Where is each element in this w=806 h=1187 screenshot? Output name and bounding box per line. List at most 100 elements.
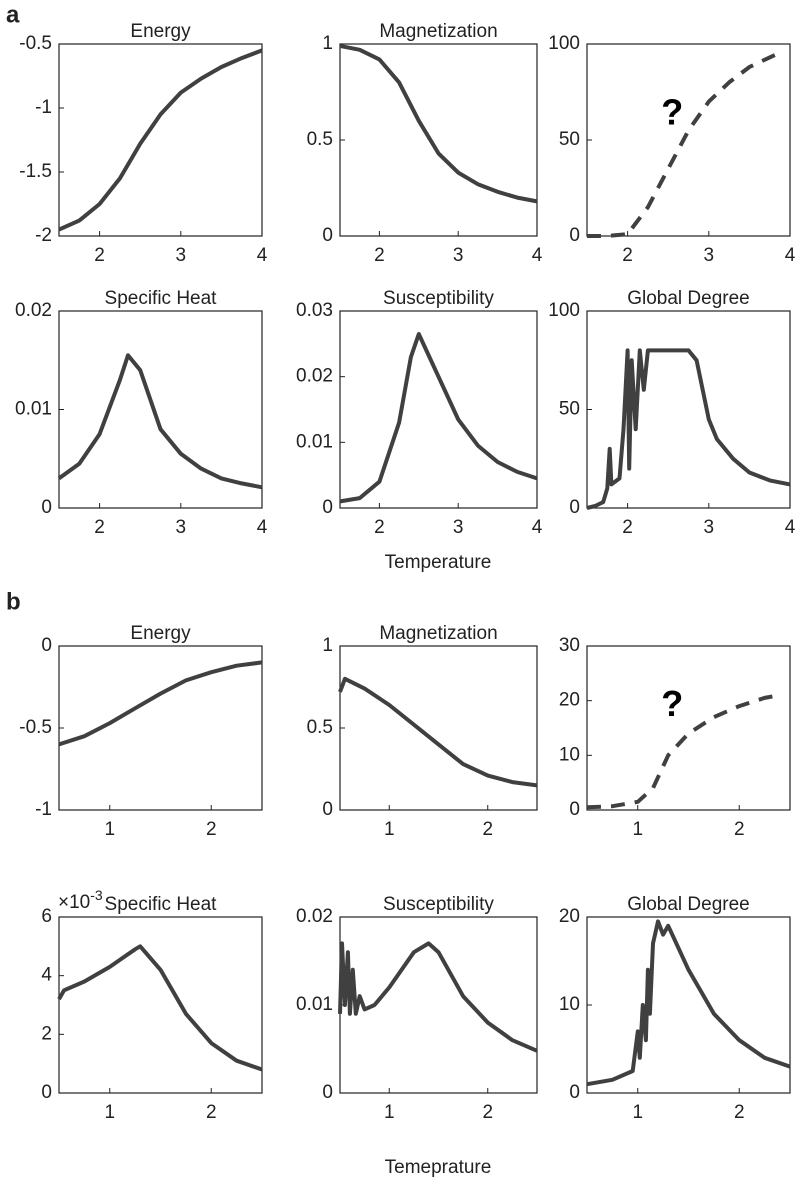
x-tick-label: 4 [532,245,543,266]
x-tick-label: 4 [257,517,268,538]
y-tick-label: -1.5 [19,161,52,182]
data-line [586,348,791,510]
x-tick-label: 2 [94,245,105,266]
x-tick-label: 1 [384,1102,395,1123]
x-tick-label: 3 [453,245,464,266]
x-tick-label: 1 [104,819,115,840]
annotation: ? [661,92,683,133]
y-tick-label: 30 [559,635,580,656]
y-tick-label: 0.03 [296,300,333,321]
y-tick-label: 0.02 [15,300,52,321]
y-tick-label: 50 [559,399,580,420]
y-tick-label: 10 [559,994,580,1015]
y-tick-label: -0.5 [19,717,52,738]
x-tick-label: 2 [482,1102,493,1123]
axes-frame [339,916,538,1094]
axes-frame [586,645,791,811]
data-line [338,676,538,788]
x-tick-label: 2 [206,1102,217,1123]
chart-title: Energy [130,623,191,644]
y-tick-label: 50 [559,129,580,150]
x-tick-label: 2 [622,517,633,538]
y-tick-label: 0 [41,635,52,656]
y-tick-label: 0.01 [296,431,333,452]
y-tick-label: 0 [41,1082,52,1103]
x-tick-label: 3 [176,517,187,538]
chart-title: Energy [130,21,191,42]
data-line [57,944,263,1072]
y-tick-label: 100 [548,300,580,321]
y-tick-label: 0 [322,799,333,820]
y-multiplier-exponent: -3 [90,887,103,903]
axes-frame [58,645,263,811]
x-tick-label: 4 [785,517,796,538]
y-tick-label: 2 [41,1023,52,1044]
y-tick-label: -1 [35,97,52,118]
x-tick-label: 1 [632,819,643,840]
y-tick-label: 0.02 [296,906,333,927]
y-tick-label: 0 [322,1082,333,1103]
axes-frame [339,645,538,811]
y-tick-label: 20 [559,690,580,711]
x-axis-label: Temeprature [385,1157,492,1178]
chart-title: Magnetization [379,21,497,42]
y-tick-label: 0 [569,799,580,820]
y-tick-label: 4 [41,965,52,986]
y-tick-label: -1 [35,799,52,820]
axes-frame [586,916,791,1094]
y-multiplier: ×10-3 [58,887,103,913]
x-tick-label: 2 [374,245,385,266]
panel-label: b [6,588,21,615]
y-tick-label: 0.02 [296,366,333,387]
data-line [58,48,263,232]
y-tick-label: 0.01 [296,994,333,1015]
y-tick-label: 0.01 [15,399,52,420]
x-tick-label: 1 [632,1102,643,1123]
x-tick-label: 1 [104,1102,115,1123]
axes-frame [58,43,263,237]
x-tick-label: 3 [704,245,715,266]
chart-title: Specific Heat [105,288,218,309]
axes-frame [58,916,263,1094]
x-tick-label: 2 [374,517,385,538]
x-tick-label: 1 [384,819,395,840]
y-multiplier-base: ×10 [58,892,90,913]
axes-frame [339,43,538,237]
y-tick-label: 0 [569,497,580,518]
x-tick-label: 4 [532,517,543,538]
chart-title: Susceptibility [383,894,494,915]
y-tick-label: 0 [569,225,580,246]
chart-title: Specific Heat [105,894,218,915]
data-line [339,332,538,504]
chart-title: Susceptibility [383,288,494,309]
y-tick-label: 1 [322,33,333,54]
data-line [338,941,538,1053]
y-tick-label: -2 [35,225,52,246]
x-tick-label: 4 [257,245,268,266]
y-tick-label: 0 [569,1082,580,1103]
axes-frame [586,43,791,237]
data-line [586,693,781,810]
y-tick-label: 20 [559,906,580,927]
x-tick-label: 3 [176,245,187,266]
x-tick-label: 3 [453,517,464,538]
x-axis-label: Temperature [385,552,492,573]
y-tick-label: 0 [322,225,333,246]
x-tick-label: 2 [206,819,217,840]
y-tick-label: 0.5 [307,717,333,738]
x-tick-label: 2 [734,819,745,840]
x-tick-label: 2 [482,819,493,840]
axes-frame [58,310,263,509]
axes-frame [339,310,538,509]
y-tick-label: 6 [41,906,52,927]
x-tick-label: 4 [785,245,796,266]
y-tick-label: 0.5 [307,129,333,150]
data-line [587,49,783,238]
chart-title: Magnetization [379,623,497,644]
y-tick-label: 0 [322,497,333,518]
x-tick-label: 2 [622,245,633,266]
chart-title: Global Degree [627,288,750,309]
y-tick-label: 100 [548,33,580,54]
y-tick-label: 1 [322,635,333,656]
x-tick-label: 2 [734,1102,745,1123]
